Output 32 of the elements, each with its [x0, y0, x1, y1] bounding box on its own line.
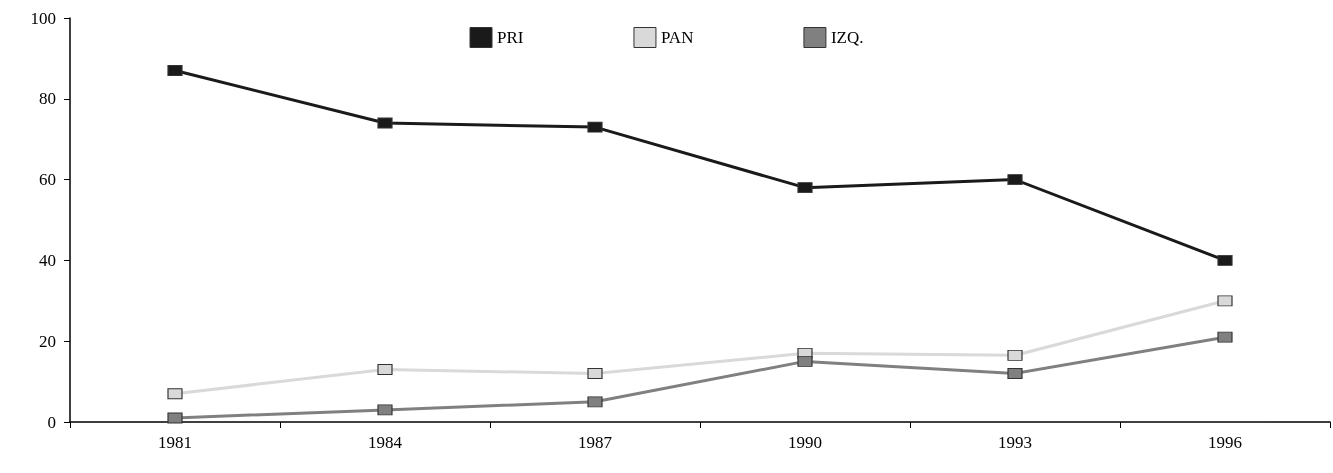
y-tick-label: 80 — [39, 89, 56, 109]
point — [377, 363, 393, 375]
point — [167, 65, 183, 77]
point — [797, 182, 813, 194]
point — [167, 412, 183, 424]
y-tick-label: 20 — [39, 331, 56, 351]
legend-label: PRI — [497, 28, 524, 47]
legend-label: IZQ. — [830, 28, 864, 47]
legend-label: PAN — [660, 28, 694, 47]
point — [1007, 174, 1023, 186]
point — [377, 117, 393, 129]
x-tick-label: 1987 — [578, 433, 613, 452]
point — [587, 396, 603, 408]
point — [1217, 331, 1233, 343]
point — [1217, 295, 1233, 307]
point — [797, 355, 813, 367]
point — [1007, 349, 1023, 361]
x-tick-label: 1981 — [158, 433, 192, 452]
x-tick-label: 1990 — [788, 433, 822, 452]
x-tick-label: 1993 — [998, 433, 1032, 452]
y-tick-label: 40 — [39, 250, 56, 270]
x-tick-label: 1984 — [368, 433, 403, 452]
point — [587, 368, 603, 380]
y-tick-label: 100 — [30, 8, 56, 28]
point — [1007, 368, 1023, 380]
y-tick-label: 0 — [47, 412, 56, 432]
x-tick-label: 1996 — [1208, 433, 1242, 452]
point — [377, 404, 393, 416]
point — [167, 388, 183, 400]
point — [587, 121, 603, 133]
point — [1217, 254, 1233, 266]
y-tick-label: 60 — [39, 170, 56, 190]
